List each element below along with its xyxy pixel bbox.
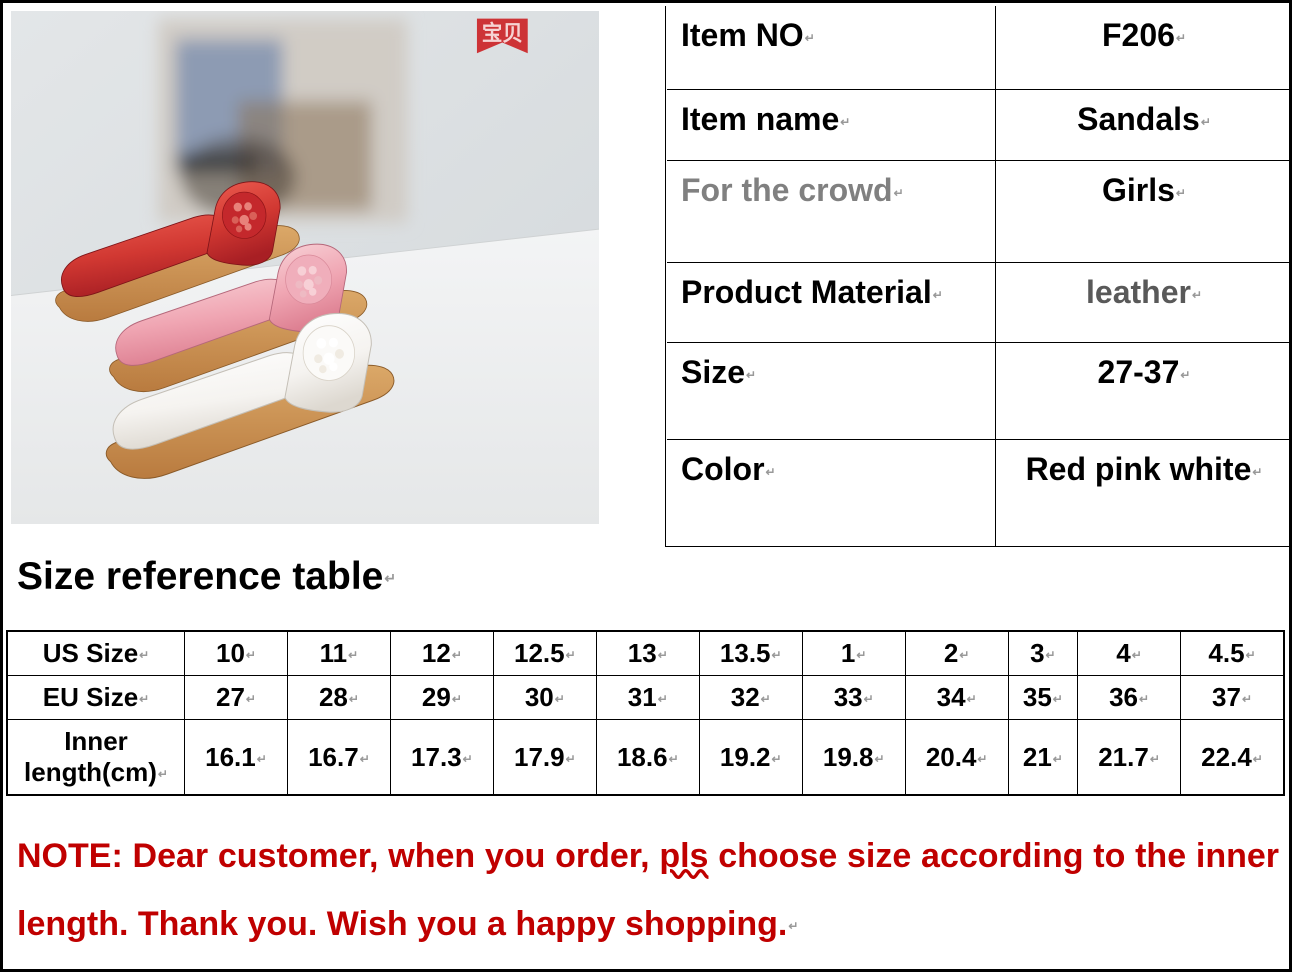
svg-text:宝贝: 宝贝 [482, 20, 523, 46]
